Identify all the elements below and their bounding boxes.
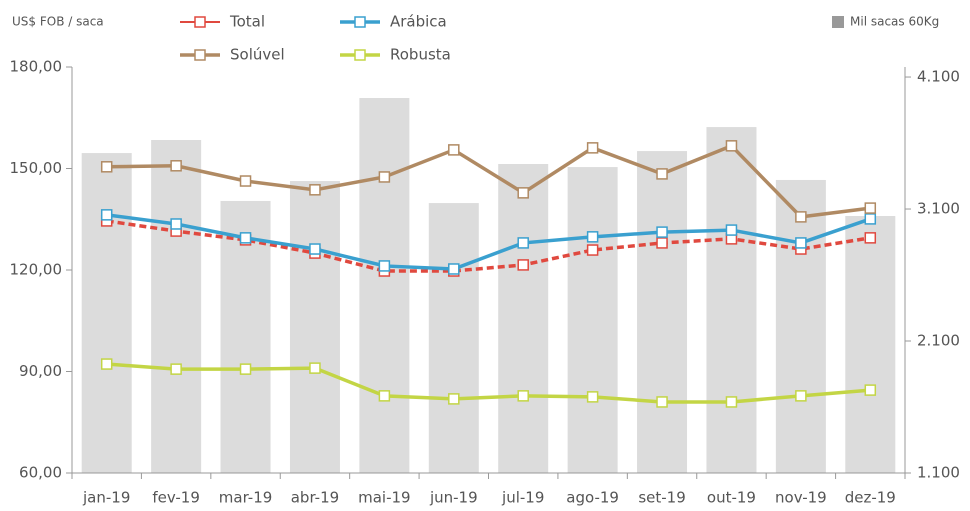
legend-label: Mil sacas 60Kg [850,15,939,29]
x-tick-label: abr-19 [291,489,339,507]
marker [170,218,182,230]
marker [795,237,807,249]
marker [100,161,113,173]
bar [81,153,132,473]
marker [864,384,877,396]
x-tick-label: set-19 [638,489,685,507]
marker [309,243,321,255]
marker [517,259,529,271]
x-tick-label: mai-19 [358,489,410,507]
legend-swatch [832,16,844,28]
legend-marker [354,16,366,28]
bar [706,127,757,473]
line [106,213,871,271]
marker [309,184,321,196]
bar [498,164,549,473]
marker [656,226,668,238]
legend-marker [194,49,206,61]
marker [725,140,738,152]
legend-label: Arábica [390,13,447,31]
marker [864,213,877,225]
y-tick-label: 150,00 [10,159,63,177]
marker [448,263,460,275]
legend-marker [194,16,206,28]
y-tick-label: 120,00 [10,261,63,279]
bar [289,181,340,474]
marker [517,187,529,199]
y-axis-label: US$ FOB / saca [12,15,104,29]
x-tick-label: fev-19 [152,489,199,507]
x-tick-label: jul-19 [501,489,544,507]
legend-label: Total [229,13,265,31]
line [106,219,871,273]
bar [845,216,896,474]
marker [725,224,738,236]
marker [725,396,738,408]
y-tick-label: 60,00 [19,464,62,482]
marker [378,260,391,272]
marker [309,362,321,374]
y-tick-label: 180,00 [10,58,63,76]
marker [864,232,877,244]
marker [448,393,460,405]
marker [239,363,252,375]
legend-label: Robusta [390,46,451,64]
marker [586,231,599,243]
marker [517,237,529,249]
marker [239,232,252,244]
marker [586,142,599,154]
bar [428,203,479,473]
line [106,362,871,404]
bar [567,167,618,474]
bar [637,151,688,473]
bar [220,200,271,474]
marker [586,391,599,403]
y2-tick-label: 3.100 [917,200,960,218]
y-tick-label: 90,00 [19,362,62,380]
bar [775,179,826,473]
x-tick-label: mar-19 [219,489,273,507]
legend-label: Solúvel [230,46,285,64]
marker [239,175,252,187]
x-tick-label: nov-19 [775,489,827,507]
x-tick-label: jun-19 [429,489,478,507]
marker [656,168,668,180]
marker [378,171,391,183]
bar [359,98,410,474]
marker [864,202,877,214]
marker [100,209,113,221]
x-tick-label: ago-19 [566,489,619,507]
marker [795,390,807,402]
bar [151,139,202,474]
marker [656,237,668,249]
marker [586,244,599,256]
y2-tick-label: 2.100 [917,332,960,350]
marker [378,390,391,402]
marker [170,363,182,375]
y2-tick-label: 1.100 [917,464,960,482]
y2-tick-label: 4.100 [917,68,960,86]
line [106,143,871,219]
marker [517,390,529,402]
marker [100,358,113,370]
legend-marker [354,49,366,61]
marker [795,211,807,223]
marker [170,160,182,172]
x-tick-label: out-19 [707,489,756,507]
marker [656,396,668,408]
marker [448,144,460,156]
x-tick-label: dez-19 [845,489,896,507]
x-tick-label: jan-19 [82,489,130,507]
